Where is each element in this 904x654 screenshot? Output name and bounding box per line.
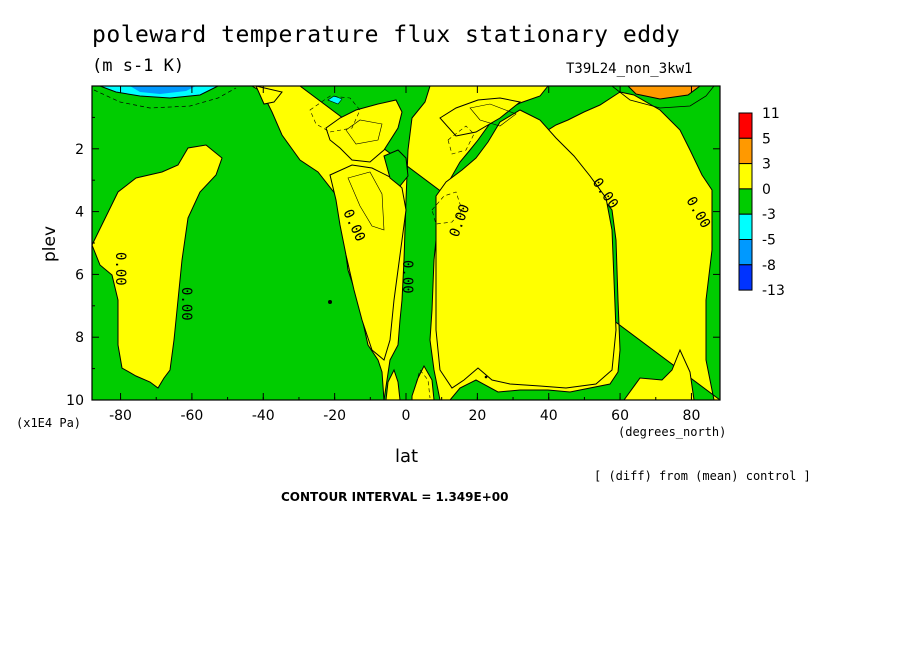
x-tick-label: -60 <box>180 408 203 424</box>
colorbar-label: 5 <box>762 131 771 147</box>
y-tick-label: 8 <box>75 330 84 346</box>
colorbar-label: 3 <box>762 157 771 173</box>
run-label: T39L24_non_3kw1 <box>566 61 693 77</box>
region-south-yellow-1 <box>92 144 223 389</box>
colorbar-label: 11 <box>762 106 780 122</box>
contour-interval: CONTOUR INTERVAL = 1.349E+00 <box>281 490 509 504</box>
y-axis-label: plev <box>40 226 60 262</box>
region-north-yellow-5 <box>623 348 695 400</box>
region-central-green-island <box>383 149 409 187</box>
x-tick-label: 40 <box>540 408 558 424</box>
region-north-yellow-3 <box>411 364 435 400</box>
colorbar-label: 0 <box>762 182 771 198</box>
y-axis-units: (x1E4 Pa) <box>16 416 82 430</box>
colorbar-swatch <box>738 264 753 291</box>
colorbar-label: -3 <box>762 207 776 223</box>
region-north-orange <box>627 86 701 100</box>
colorbar-swatch <box>738 163 753 190</box>
colorbar-swatch <box>738 112 753 139</box>
x-axis: -80 -60 -40 -20 0 20 40 60 80 <box>109 86 700 424</box>
x-tick-label: 0 <box>402 408 411 424</box>
y-axis: 2 4 6 8 10 <box>66 116 720 409</box>
chart-title: poleward temperature flux stationary edd… <box>92 22 681 48</box>
x-tick-label: 60 <box>611 408 629 424</box>
contour-field <box>92 86 720 400</box>
chart-units: (m s-1 K) <box>92 56 185 76</box>
region-north-yellow-4 <box>385 368 401 400</box>
region-south-blue <box>130 86 196 94</box>
colorbar-swatch <box>738 213 753 240</box>
y-tick-label: 4 <box>75 205 84 221</box>
x-axis-label: lat <box>395 446 419 467</box>
y-tick-label: 10 <box>66 393 84 409</box>
y-tick-label: 6 <box>75 267 84 283</box>
y-tick-label: 2 <box>75 142 84 158</box>
region-north-yellow-2 <box>435 109 617 389</box>
contour-label: 0.00 <box>178 287 194 321</box>
contour-label: 0.00 <box>399 260 415 294</box>
contour-label: 0.00 <box>112 252 128 286</box>
region-north-orange-outline <box>611 86 715 109</box>
x-tick-label: 20 <box>468 408 486 424</box>
colorbar-label: -13 <box>762 283 785 299</box>
x-tick-label: 80 <box>683 408 701 424</box>
region-north-yellow-1 <box>439 97 522 137</box>
colorbar-label: -8 <box>762 258 776 274</box>
diff-note: [ (diff) from (mean) control ] <box>594 469 811 483</box>
colorbar-swatch <box>738 137 753 165</box>
colorbar-swatch <box>738 188 753 215</box>
colorbar: 11 5 3 0 -3 -5 -8 -13 <box>738 106 785 299</box>
region-small-cyan <box>327 95 343 105</box>
x-tick-label: -20 <box>323 408 346 424</box>
colorbar-label: -5 <box>762 233 776 249</box>
region-central-yellow-1 <box>325 99 403 163</box>
region-south-yellow-2 <box>255 86 283 105</box>
x-tick-label: -40 <box>252 408 275 424</box>
x-tick-label: -80 <box>109 408 132 424</box>
colorbar-swatch <box>738 239 753 266</box>
x-axis-units: (degrees_north) <box>618 425 727 439</box>
region-central-yellow-2 <box>329 164 407 361</box>
